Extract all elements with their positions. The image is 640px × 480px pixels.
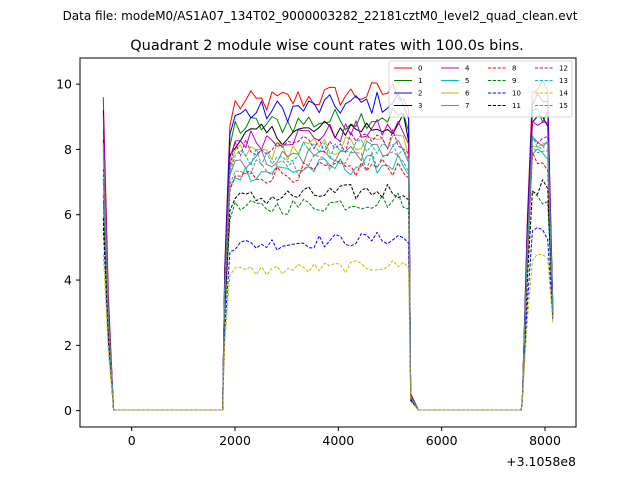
series-line-4 [102, 116, 554, 411]
y-tick-label: 8 [64, 142, 72, 157]
chart-title: Quadrant 2 module wise count rates with … [130, 38, 524, 54]
x-axis: 0 2000 4000 6000 8000 [128, 427, 561, 448]
x-offset-label: +3.1058e8 [506, 454, 576, 469]
legend-label-11: 11 [512, 102, 521, 110]
x-tick-label: 2000 [219, 433, 251, 448]
legend-label-6: 6 [465, 90, 470, 98]
series-line-3 [102, 113, 554, 411]
series-line-9 [102, 190, 554, 411]
legend-label-1: 1 [418, 77, 422, 85]
legend-label-2: 2 [418, 90, 422, 98]
series-line-8 [102, 151, 554, 411]
series-line-11 [102, 179, 554, 411]
series-line-15 [102, 145, 554, 411]
legend-label-13: 13 [559, 77, 568, 85]
legend-label-4: 4 [465, 65, 470, 73]
legend-box [388, 60, 573, 118]
legend-label-14: 14 [559, 90, 568, 98]
y-axis: 0 2 4 6 8 10 [56, 77, 80, 418]
legend-label-0: 0 [418, 65, 422, 73]
legend-label-3: 3 [418, 102, 422, 110]
chart-suptitle: Data file: modeM0/AS1A07_134T02_90000032… [63, 9, 578, 23]
series-line-13 [102, 135, 554, 411]
series-line-5 [102, 148, 554, 411]
series-line-6 [102, 134, 554, 411]
legend-label-15: 15 [559, 102, 568, 110]
series-line-12 [102, 129, 554, 411]
legend-label-10: 10 [512, 90, 521, 98]
y-tick-label: 2 [64, 338, 72, 353]
y-tick-label: 10 [56, 77, 72, 92]
series-line-0 [102, 80, 554, 411]
y-tick-label: 4 [64, 273, 72, 288]
x-tick-label: 6000 [426, 433, 458, 448]
y-tick-label: 6 [64, 207, 72, 222]
legend-label-12: 12 [559, 65, 568, 73]
axes-frame [79, 57, 577, 428]
legend-label-5: 5 [465, 77, 469, 85]
legend-label-9: 9 [512, 77, 516, 85]
x-tick-label: 8000 [529, 433, 561, 448]
legend-label-7: 7 [465, 102, 469, 110]
legend-label-8: 8 [512, 65, 516, 73]
y-tick-label: 0 [64, 403, 72, 418]
x-tick-label: 0 [128, 433, 136, 448]
series-line-14 [102, 253, 554, 411]
x-tick-label: 4000 [322, 433, 354, 448]
series-line-2 [102, 91, 554, 411]
series-line-7 [102, 135, 554, 411]
plot-area [102, 80, 554, 411]
series-line-10 [102, 227, 554, 411]
